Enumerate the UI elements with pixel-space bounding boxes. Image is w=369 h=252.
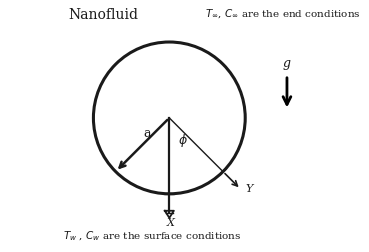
- Text: X: X: [167, 217, 175, 227]
- Text: Nanofluid: Nanofluid: [68, 8, 138, 21]
- Text: $T_w$ , $C_w$ are the surface conditions: $T_w$ , $C_w$ are the surface conditions: [63, 228, 241, 242]
- Text: a: a: [144, 126, 151, 139]
- Text: $\phi$: $\phi$: [178, 131, 188, 148]
- Text: Y: Y: [245, 183, 253, 193]
- Text: $T_{\infty}$, $C_{\infty}$ are the end conditions: $T_{\infty}$, $C_{\infty}$ are the end c…: [205, 8, 361, 20]
- Text: g: g: [283, 56, 291, 69]
